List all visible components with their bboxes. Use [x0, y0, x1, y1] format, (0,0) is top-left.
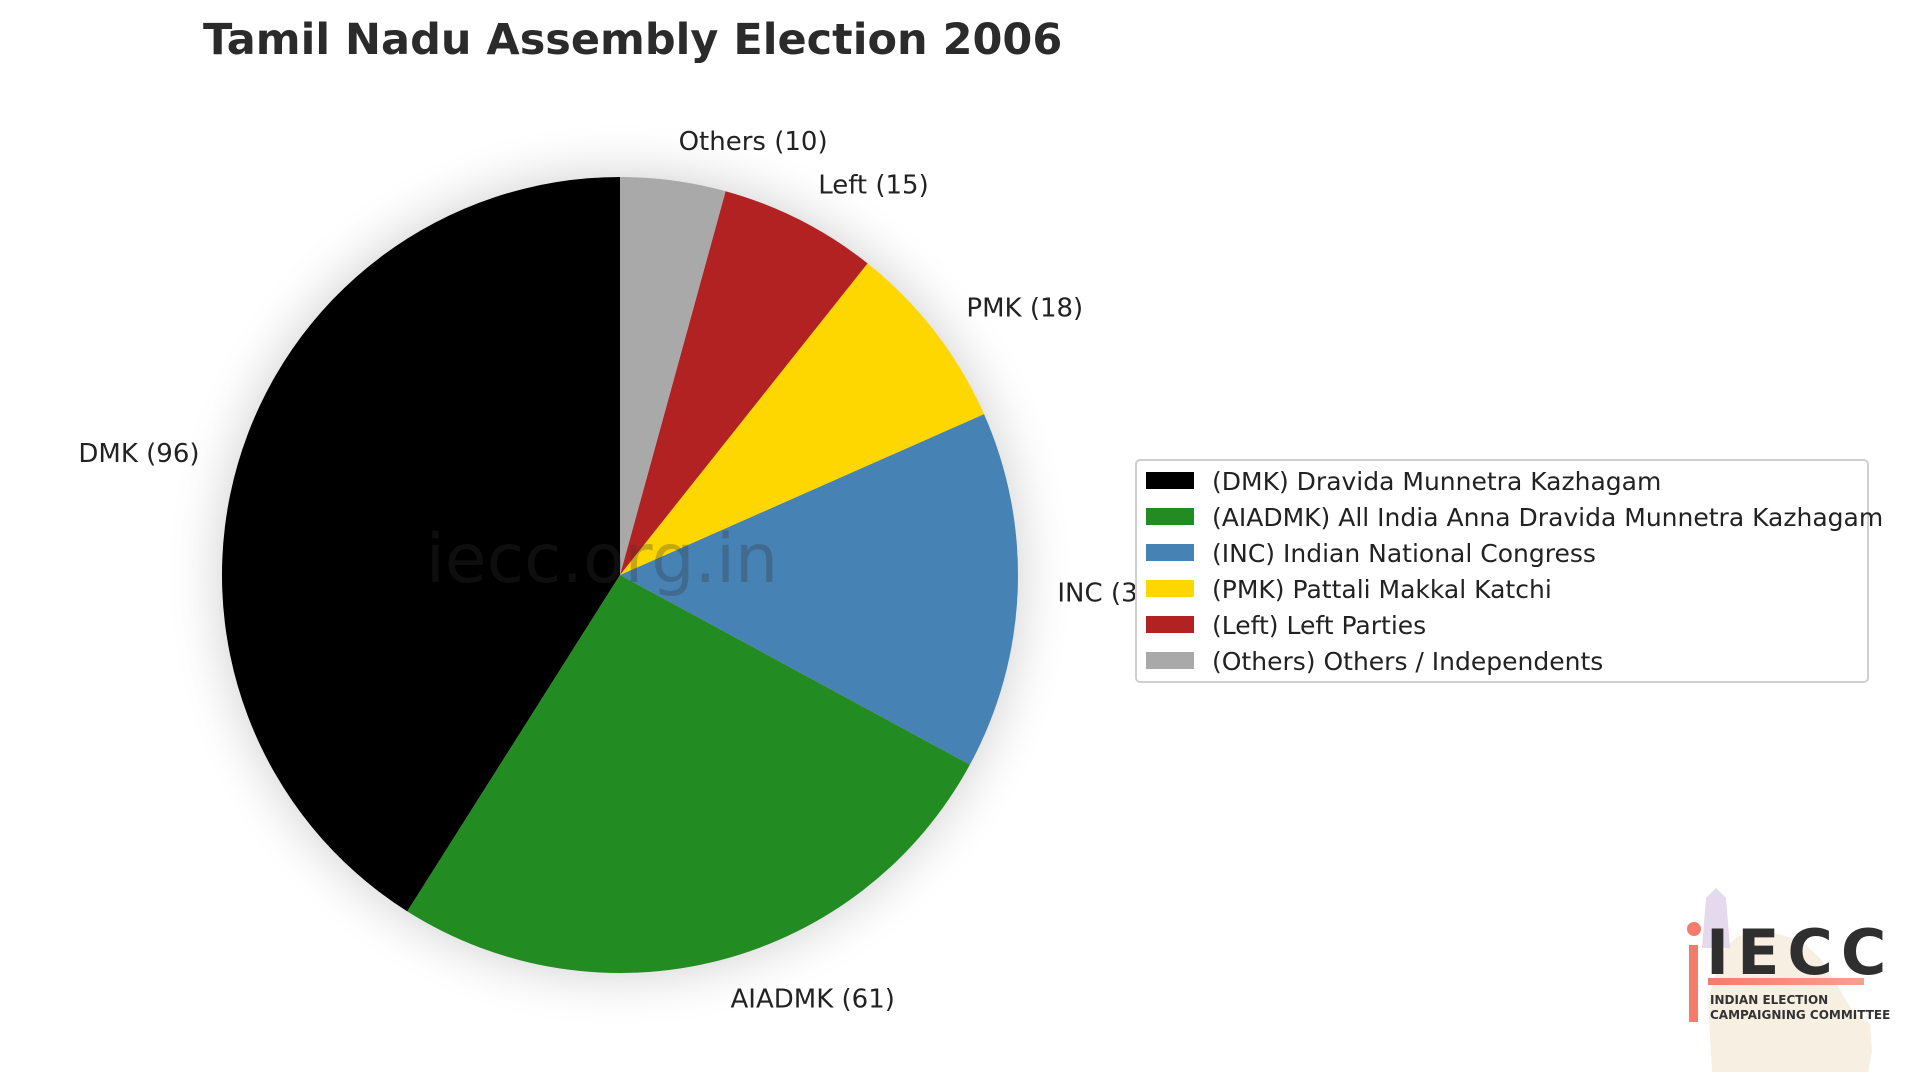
- logo-line2: CAMPAIGNING COMMITTEE: [1710, 1008, 1890, 1022]
- legend-swatch-left: [1146, 616, 1194, 633]
- logo-stripe: [1708, 978, 1864, 985]
- legend-label-inc: (INC) Indian National Congress: [1212, 539, 1596, 568]
- slice-label-left: Left (15): [818, 171, 929, 201]
- logo-line1: INDIAN ELECTION: [1710, 993, 1828, 1007]
- map-silhouette-icon: [1708, 932, 1872, 1072]
- pie-slices: [221, 177, 1018, 974]
- legend-swatch-inc: [1146, 544, 1194, 561]
- logo-stem-icon: [1689, 945, 1698, 1022]
- legend-frame: [1135, 459, 1869, 683]
- watermark-text: iecc.org.in: [426, 520, 778, 599]
- chart-legend: (DMK) Dravida Munnetra Kazhagam (AIADMK) …: [1135, 459, 1883, 683]
- pie-slice-pmk: [620, 263, 985, 575]
- slice-label-dmk: DMK (96): [78, 439, 199, 469]
- finger-ink-icon: [1702, 888, 1730, 948]
- legend-swatch-pmk: [1146, 580, 1194, 597]
- iecc-logo: IECC INDIAN ELECTION CAMPAIGNING COMMITT…: [1687, 888, 1894, 1072]
- legend-label-aiadmk: (AIADMK) All India Anna Dravida Munnetra…: [1212, 503, 1883, 532]
- legend-label-others: (Others) Others / Independents: [1212, 647, 1603, 676]
- logo-wordmark: IECC: [1706, 916, 1894, 989]
- pie-slice-inc: [620, 414, 1018, 765]
- pie-slice-dmk: [221, 177, 621, 912]
- legend-swatch-others: [1146, 652, 1194, 669]
- slice-label-pmk: PMK (18): [966, 293, 1083, 323]
- legend-items: (DMK) Dravida Munnetra Kazhagam (AIADMK) …: [1146, 467, 1883, 676]
- pie-slice-left: [620, 191, 868, 575]
- legend-label-pmk: (PMK) Pattali Makkal Katchi: [1212, 575, 1552, 604]
- chart-title: Tamil Nadu Assembly Election 2006: [203, 15, 1062, 65]
- pie-slice-aiadmk: [407, 575, 970, 974]
- logo-dot-icon: [1687, 922, 1701, 936]
- legend-swatch-dmk: [1146, 472, 1194, 489]
- pie-slice-others: [620, 177, 726, 575]
- legend-swatch-aiadmk: [1146, 508, 1194, 525]
- slice-label-aiadmk: AIADMK (61): [731, 985, 895, 1015]
- legend-label-left: (Left) Left Parties: [1212, 611, 1426, 640]
- slice-label-others: Others (10): [679, 127, 828, 157]
- legend-label-dmk: (DMK) Dravida Munnetra Kazhagam: [1212, 467, 1661, 496]
